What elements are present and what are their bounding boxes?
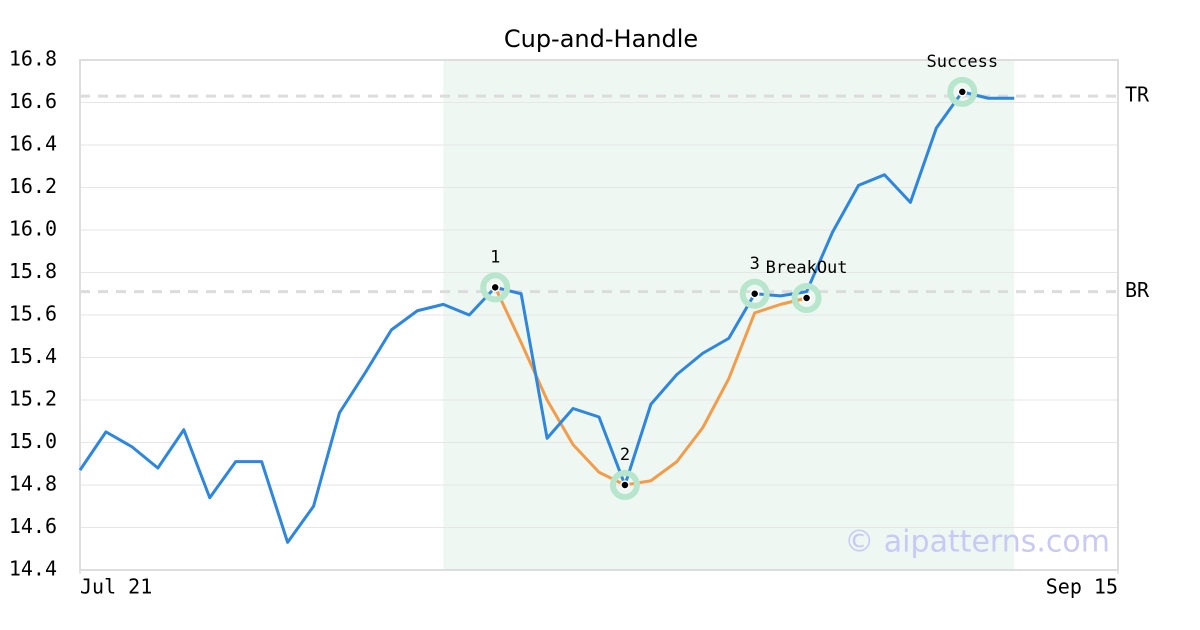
y-tick-label: 16.4 xyxy=(9,132,57,156)
series-line xyxy=(78,90,1015,544)
point-dot xyxy=(801,293,812,303)
point-dot xyxy=(490,282,500,293)
y-tick-label: 14.4 xyxy=(9,557,57,581)
point-halo xyxy=(609,470,640,500)
point-halo xyxy=(947,76,978,107)
y-tick-label: 15.6 xyxy=(9,302,57,326)
y-tick-label: 15.8 xyxy=(9,259,57,283)
series-line xyxy=(493,286,807,487)
y-tick-label: 14.8 xyxy=(9,472,57,496)
y-tick-label: 15.2 xyxy=(9,387,57,411)
y-tick-label: 16.2 xyxy=(9,174,57,198)
watermark: © aipatterns.com xyxy=(844,525,1110,560)
point-label: BreakOut xyxy=(766,258,848,278)
y-tick-label: 15.4 xyxy=(9,344,57,368)
point-label: 1 xyxy=(490,247,500,267)
point-halo xyxy=(739,278,770,309)
y-tick-label: 15.0 xyxy=(9,429,57,453)
chart-title: Cup-and-Handle xyxy=(504,25,698,53)
point-halo xyxy=(480,272,511,303)
point-label: 2 xyxy=(620,445,630,465)
point-dot xyxy=(957,87,968,97)
point-dot xyxy=(620,480,630,490)
y-tick-label: 16.8 xyxy=(9,47,57,71)
point-dot xyxy=(749,289,760,299)
point-label: Success xyxy=(926,52,998,72)
point-label: 3 xyxy=(750,254,760,274)
level-label: TR xyxy=(1125,83,1150,107)
level-label: BR xyxy=(1125,278,1150,302)
y-tick-label: 16.6 xyxy=(9,89,57,113)
x-tick-label: Jul 21 xyxy=(80,575,152,599)
y-tick-label: 14.6 xyxy=(9,514,57,538)
point-halo xyxy=(791,283,822,313)
y-tick-label: 16.0 xyxy=(9,217,57,241)
x-tick-label: Sep 15 xyxy=(1046,575,1118,599)
plot-frame xyxy=(79,59,1119,571)
